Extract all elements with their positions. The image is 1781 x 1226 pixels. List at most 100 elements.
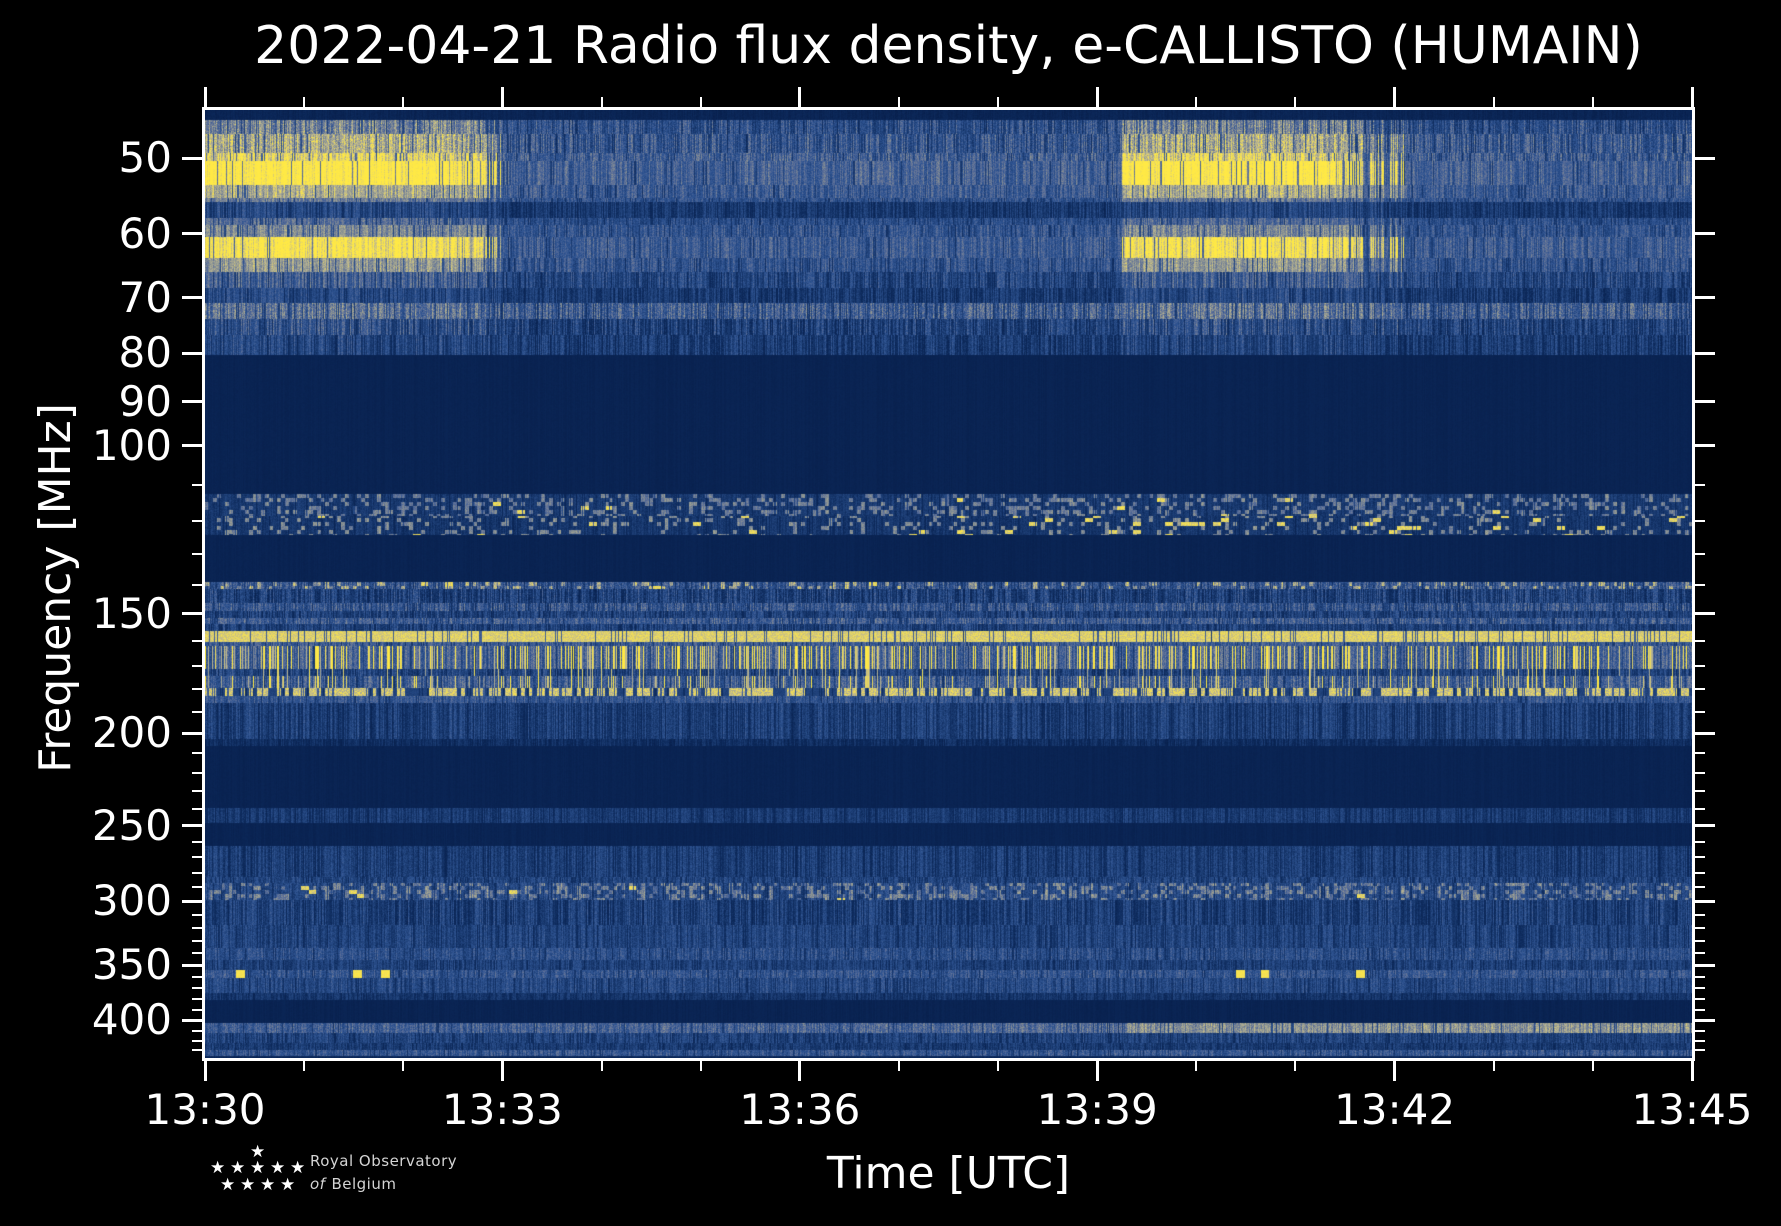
axis-tick [182,1018,202,1022]
axis-tick [182,963,202,967]
axis-tick [192,553,202,556]
axis-tick [897,1061,900,1071]
axis-tick [192,639,202,642]
axis-tick [192,871,202,874]
axis-tick [1695,584,1705,587]
axis-tick [1690,1061,1694,1081]
axis-tick [1095,87,1099,107]
axis-tick [997,97,1000,107]
star-icon: ★ [250,1142,266,1162]
axis-tick [1695,553,1705,556]
x-tick-label: 13:45 [1631,1085,1753,1134]
axis-tick [192,856,202,859]
axis-tick [192,664,202,667]
axis-tick [1695,296,1715,300]
x-tick-label: 13:33 [441,1085,563,1134]
axis-tick [1695,484,1705,487]
axis-tick [192,484,202,487]
axis-tick [1695,963,1715,967]
logo-line2-of: of [310,1175,326,1193]
y-tick-label: 250 [91,800,172,850]
axis-tick [192,886,202,889]
axis-tick [600,97,603,107]
y-tick-label: 300 [91,876,172,926]
axis-tick [798,87,802,107]
axis-tick [1695,400,1715,404]
axis-tick [192,789,202,792]
axis-tick [182,731,202,735]
axis-tick [1695,232,1715,236]
axis-tick [192,710,202,713]
axis-tick [1492,1061,1495,1071]
axis-tick [1695,789,1705,792]
star-icon: ★ [210,1158,226,1178]
axis-tick [1695,952,1705,954]
axis-tick [182,351,202,355]
star-icon: ★ [280,1175,296,1195]
axis-tick [1695,939,1705,942]
star-icon: ★ [250,1158,266,1178]
axis-tick [1695,520,1705,523]
axis-tick [182,232,202,236]
axis-tick [192,952,202,954]
axis-tick [303,1061,306,1071]
star-icon: ★ [260,1175,276,1195]
axis-tick [203,1061,207,1081]
star-icon: ★ [220,1175,236,1195]
axis-tick [192,752,202,755]
axis-tick [1695,688,1705,691]
x-tick-label: 13:30 [144,1085,266,1134]
axis-tick [1294,1061,1297,1071]
y-tick-label: 100 [91,420,172,470]
axis-tick [1695,156,1715,160]
star-icon: ★ [290,1158,306,1178]
axis-tick [1393,1061,1397,1081]
axis-tick [192,987,202,990]
y-axis-title: Frequency [MHz] [30,403,81,773]
axis-tick [1695,871,1705,874]
axis-tick [192,975,202,978]
axis-tick [1294,97,1297,107]
axis-tick [1195,1061,1198,1071]
y-tick-label: 350 [91,940,172,990]
y-tick-label: 80 [118,328,172,378]
star-icon: ★ [240,1175,256,1195]
axis-tick [600,1061,603,1071]
axis-tick [192,1039,202,1042]
axis-tick [997,1061,1000,1071]
axis-tick [699,1061,702,1071]
axis-tick [182,400,202,404]
axis-tick [192,1029,202,1032]
axis-tick [182,899,202,903]
axis-tick [1695,1018,1715,1022]
axis-tick [303,97,306,107]
axis-tick [1492,97,1495,107]
axis-tick [1695,975,1705,978]
axis-tick [1195,97,1198,107]
axis-tick [1695,639,1705,642]
axis-tick [1095,1061,1099,1081]
axis-tick [1695,1029,1705,1032]
axis-tick [192,840,202,843]
observatory-logo: Royal Observatory of Belgium ★ ★ ★ ★ ★ ★ ★ ★ ★ ★ [206,1144,626,1214]
star-icon: ★ [270,1158,286,1178]
axis-tick [1393,87,1397,107]
axis-tick [1695,1049,1705,1052]
axis-tick [182,444,202,448]
axis-tick [1695,840,1705,843]
y-tick-label: 150 [91,588,172,638]
axis-tick [1591,97,1594,107]
axis-tick [203,87,207,107]
axis-tick [192,913,202,916]
axis-tick [1591,1061,1594,1071]
x-axis-title: Time [UTC] [826,1148,1071,1199]
axis-tick [897,97,900,107]
axis-tick [1695,664,1705,667]
axis-tick [1695,899,1715,903]
y-tick-label: 70 [118,272,172,322]
logo-line1: Royal Observatory [310,1152,458,1170]
axis-tick [500,87,504,107]
axis-tick [1695,444,1715,448]
axis-tick [1695,926,1705,929]
